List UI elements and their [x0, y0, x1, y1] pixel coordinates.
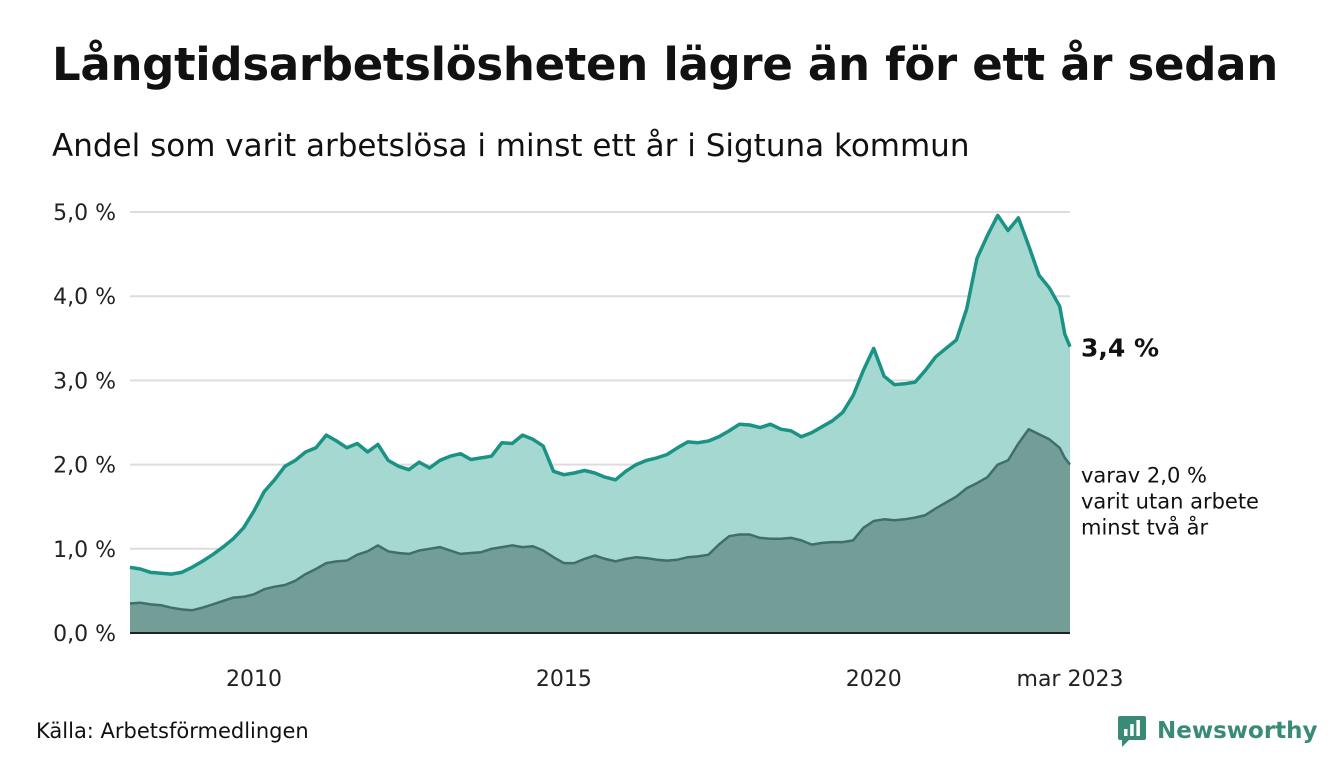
series-areas	[129, 213, 1072, 633]
end-label-line: varit utan arbete	[1081, 490, 1259, 514]
y-tick-label: 2,0 %	[53, 454, 116, 479]
end-label-line: varav 2,0 %	[1081, 464, 1207, 488]
end-label-line: minst två år	[1081, 515, 1209, 540]
series-area-total	[130, 215, 1070, 633]
chart-title: Långtidsarbetslösheten lägre än för ett …	[52, 38, 1278, 91]
y-axis-tick-labels: 0,0 % 1,0 % 2,0 % 3,0 % 4,0 % 5,0 %	[53, 201, 116, 647]
brand-logo: Newsworthy	[1117, 714, 1318, 748]
newsworthy-logo-icon	[1118, 716, 1146, 747]
y-tick-label: 0,0 %	[53, 622, 116, 647]
end-labels: 3,4 % varav 2,0 % varit utan arbete minst t…	[1081, 334, 1259, 540]
x-tick-label: 2020	[846, 667, 902, 692]
end-label-two-year: varav 2,0 % varit utan arbete minst två år	[1081, 464, 1259, 540]
chart-subtitle: Andel som varit arbetslösa i minst ett å…	[52, 128, 970, 164]
end-label-total: 3,4 %	[1081, 334, 1159, 363]
y-tick-label: 5,0 %	[53, 201, 116, 226]
series-line-total	[129, 213, 1072, 576]
series-line-two_year	[129, 427, 1071, 612]
x-axis-tick-labels: 2010 2015 2020 mar 2023	[226, 667, 1124, 692]
brand-name: Newsworthy	[1157, 718, 1318, 744]
x-tick-label: 2015	[536, 667, 592, 692]
y-tick-label: 3,0 %	[53, 369, 116, 394]
series-area-two_year	[130, 429, 1070, 633]
y-tick-label: 1,0 %	[53, 538, 116, 563]
source-note: Källa: Arbetsförmedlingen	[36, 719, 309, 743]
x-tick-label: 2010	[226, 667, 282, 692]
y-tick-label: 4,0 %	[53, 285, 116, 310]
x-tick-label: mar 2023	[1017, 667, 1124, 692]
